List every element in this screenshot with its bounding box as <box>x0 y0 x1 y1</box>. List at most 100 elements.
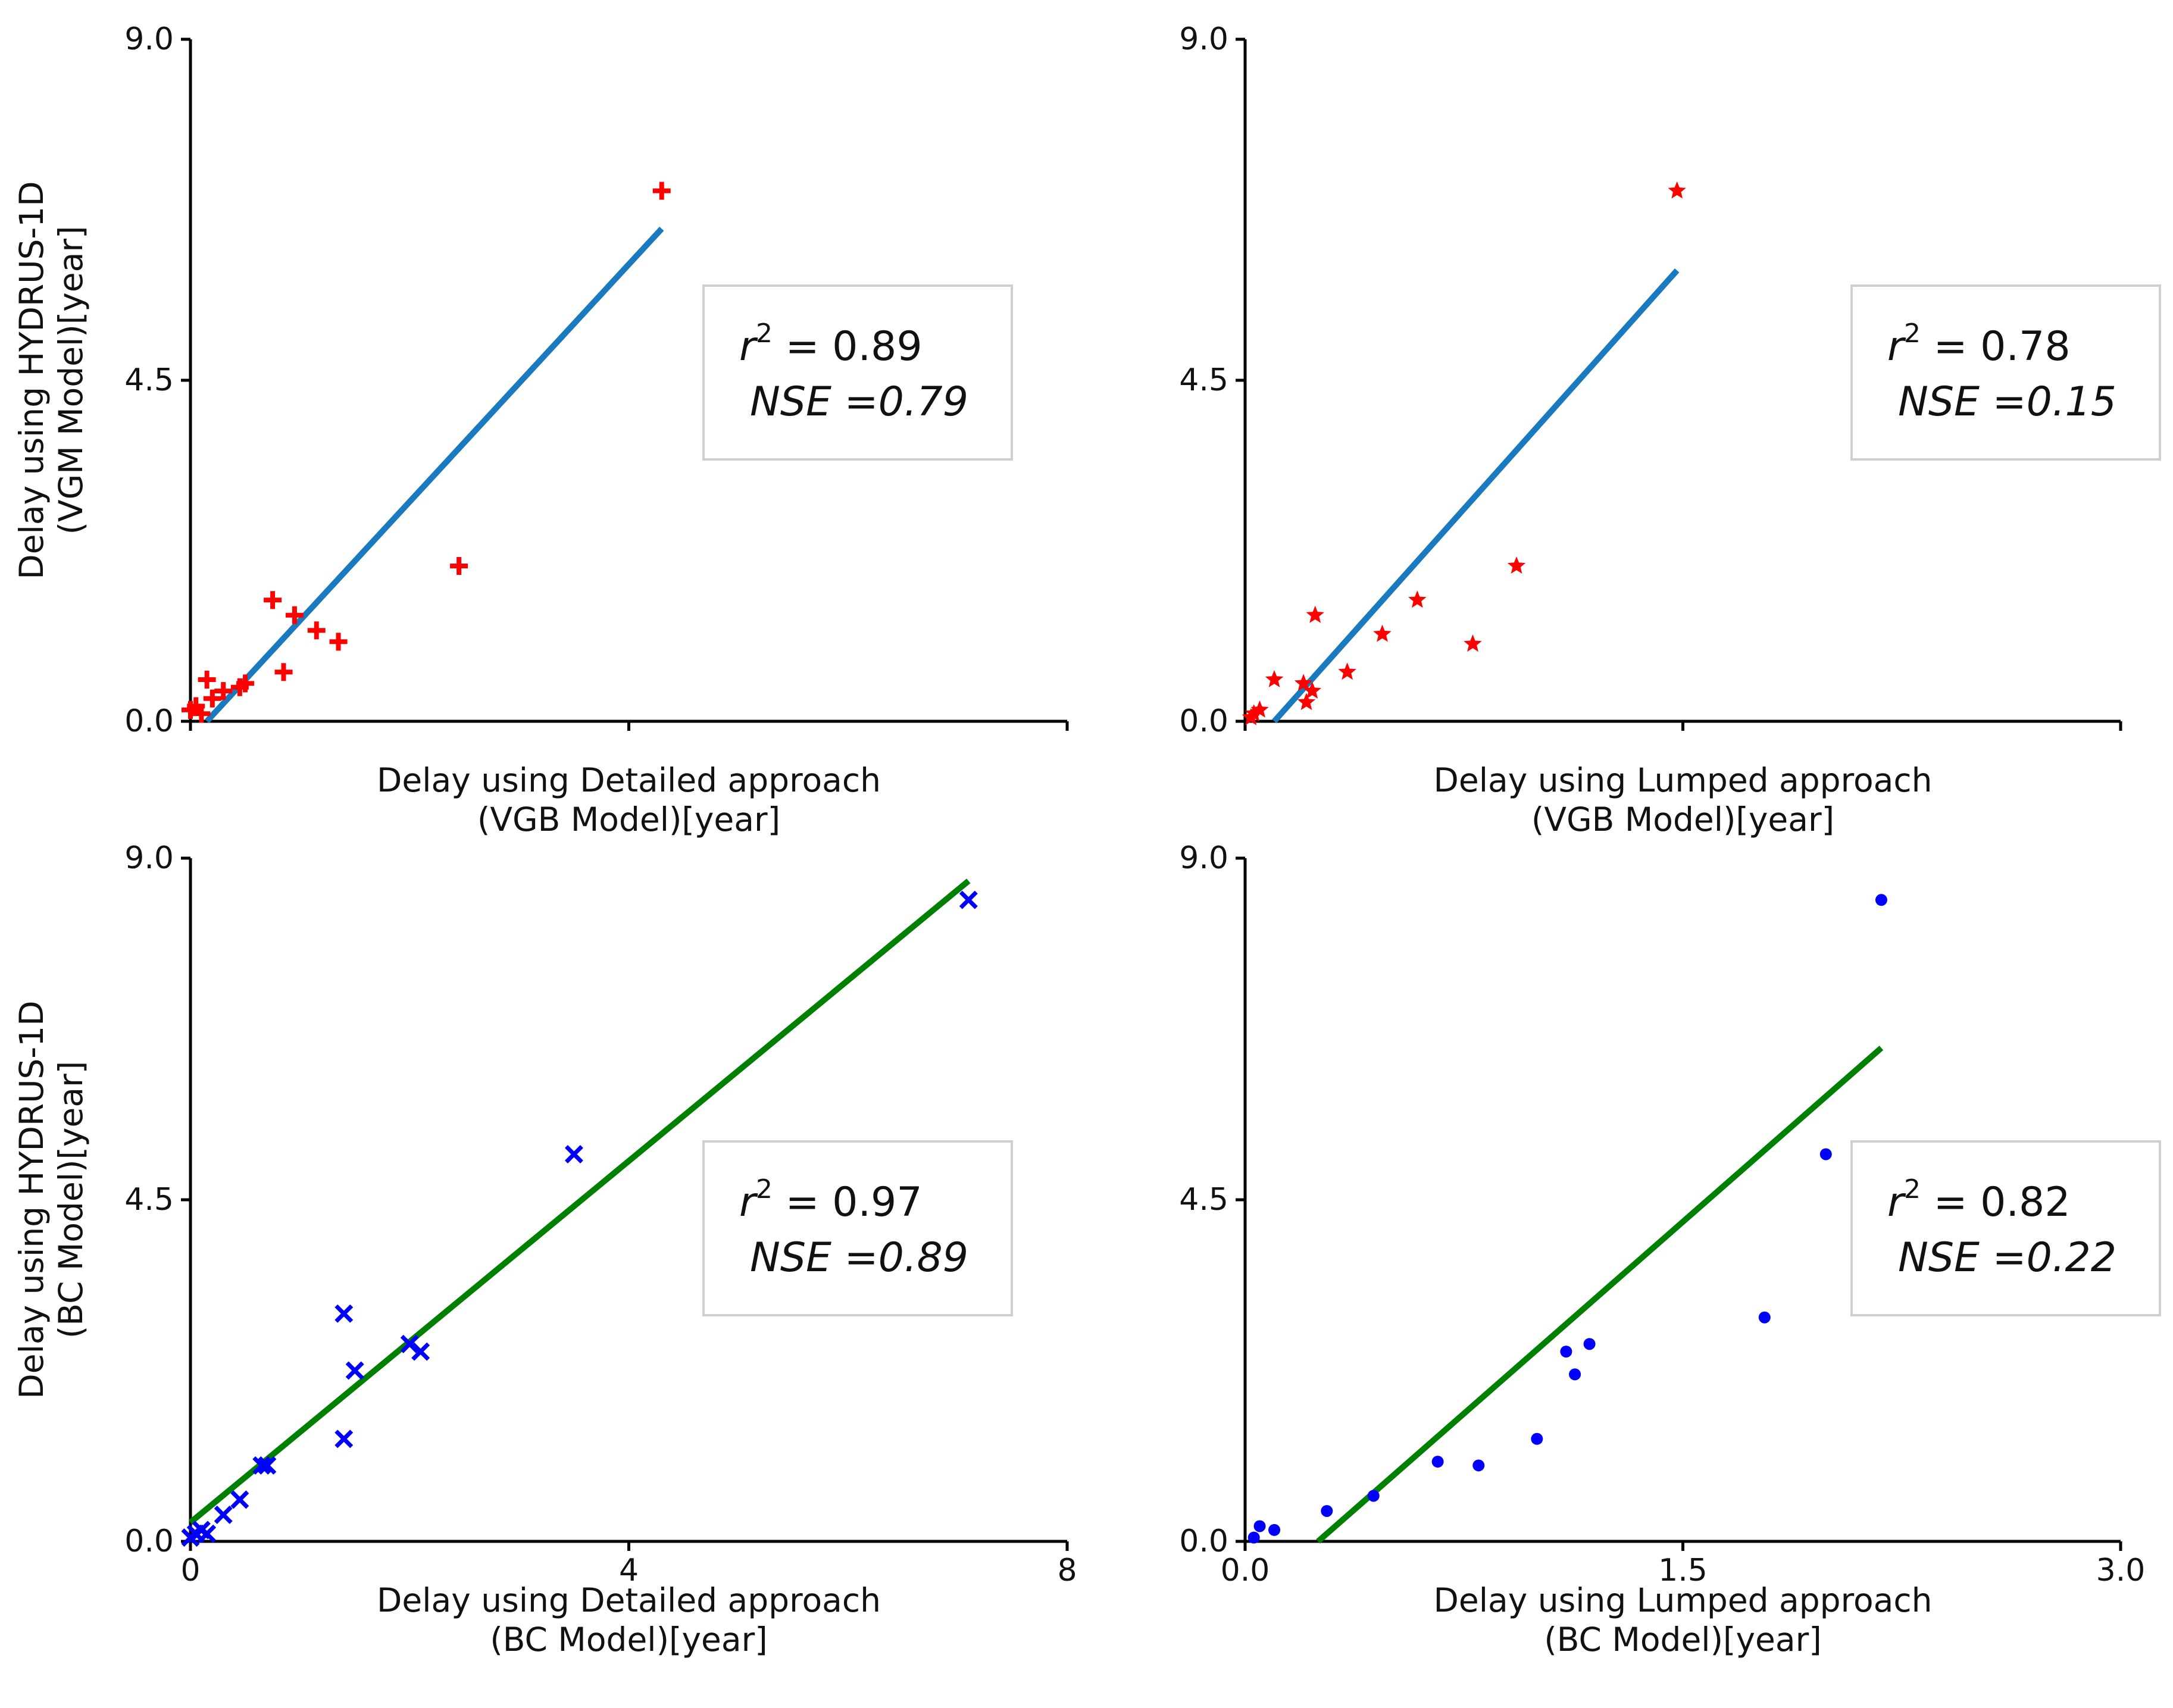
data-point <box>1408 590 1427 608</box>
nse-text: NSE =0.15 <box>1898 378 2116 426</box>
data-point <box>329 633 348 651</box>
x-tick-label: 1.5 <box>1658 1553 1708 1588</box>
r-squared-text: r2 = 0.82 <box>1887 1174 2071 1226</box>
x-tick-label: 4 <box>619 1553 639 1588</box>
nse-text: NSE =0.22 <box>1898 1234 2116 1281</box>
fit-line <box>188 878 971 1525</box>
y-tick-label: 4.5 <box>124 1182 174 1218</box>
data-point <box>1819 1148 1832 1160</box>
fit-line <box>204 226 664 724</box>
r-squared-text: r2 = 0.97 <box>739 1174 923 1226</box>
data-point <box>1373 624 1392 642</box>
data-point <box>1367 1490 1380 1502</box>
x-axis-label: (VGB Model)[year] <box>477 800 780 839</box>
data-point <box>1569 1368 1581 1381</box>
x-tick-label: 3.0 <box>2096 1553 2146 1588</box>
data-point <box>1583 1338 1596 1350</box>
data-point <box>192 705 211 723</box>
data-point <box>1507 556 1526 574</box>
y-tick-label: 0.0 <box>124 1524 174 1559</box>
data-point <box>236 674 255 693</box>
y-tick-label: 0.0 <box>124 703 174 739</box>
fit-line <box>1272 268 1680 724</box>
data-point <box>1758 1311 1771 1324</box>
data-point <box>564 1144 583 1163</box>
data-point <box>652 182 671 200</box>
x-axis-label: (BC Model)[year] <box>1544 1621 1821 1659</box>
data-point <box>959 890 978 909</box>
data-point <box>1294 674 1313 692</box>
stats-box: r2 = 0.89 NSE =0.79 <box>702 284 1013 461</box>
y-tick-label: 4.5 <box>1179 362 1228 398</box>
nse-text: NSE =0.89 <box>750 1234 968 1281</box>
data-point <box>1247 1531 1260 1544</box>
data-point <box>1531 1432 1543 1445</box>
data-point <box>1265 670 1284 687</box>
data-point <box>1431 1456 1444 1468</box>
data-point <box>203 689 221 708</box>
data-point <box>198 1524 217 1543</box>
y-tick-label: 9.0 <box>124 21 174 57</box>
y-tick-label: 0.0 <box>1179 703 1228 739</box>
x-tick-label: 0 <box>180 1553 200 1588</box>
y-tick-label: 0.0 <box>1179 1524 1228 1559</box>
data-point <box>1245 704 1263 722</box>
data-point <box>198 670 216 689</box>
data-point <box>1560 1346 1572 1358</box>
data-point <box>411 1342 430 1361</box>
data-point <box>285 606 304 624</box>
stats-box: r2 = 0.97 NSE =0.89 <box>702 1140 1013 1316</box>
data-point <box>334 1304 354 1323</box>
panel-bc-detailed: 0.0 4.5 9.0 0 4 8 Delay using Detailed approac… <box>12 840 1077 1659</box>
y-axis-label: (BC Model)[year] <box>52 1061 90 1338</box>
r-squared-text: r2 = 0.89 <box>739 318 923 370</box>
x-axis-label: Delay using Lumped approach <box>1434 761 1933 799</box>
stats-box: r2 = 0.82 NSE =0.22 <box>1850 1140 2161 1316</box>
data-point <box>1303 681 1321 699</box>
fit-line <box>1316 1046 1884 1544</box>
panel-vgm-lumped: 0.0 4.5 9.0 Delay using Lumped approach(VGB… <box>1179 21 2161 839</box>
x-axis-label: (BC Model)[year] <box>490 1621 767 1659</box>
stats-box-frame <box>702 284 1013 461</box>
data-point <box>230 1490 249 1509</box>
y-tick-label: 9.0 <box>1179 21 1228 57</box>
x-axis-label: Delay using Lumped approach <box>1434 1581 1933 1619</box>
data-point <box>1472 1459 1485 1472</box>
y-tick-label: 9.0 <box>124 840 174 876</box>
stats-box-frame <box>1850 1140 2161 1316</box>
y-axis-label: Delay using HYDRUS-1D <box>12 1000 51 1399</box>
data-point <box>264 591 282 609</box>
nse-text: NSE =0.79 <box>750 378 968 426</box>
x-axis-label: (VGB Model)[year] <box>1531 800 1834 839</box>
data-point <box>1875 894 1887 906</box>
y-axis-label: (VGM Model)[year] <box>52 226 90 535</box>
y-axis-label: Delay using HYDRUS-1D <box>12 181 51 579</box>
stats-box: r2 = 0.78 NSE =0.15 <box>1850 284 2161 461</box>
y-tick-label: 9.0 <box>1179 840 1228 876</box>
data-point <box>1338 662 1356 680</box>
data-point <box>1668 181 1686 199</box>
x-axis-label: Delay using Detailed approach <box>377 761 881 799</box>
x-tick-label: 0.0 <box>1221 1553 1270 1588</box>
data-point <box>214 682 233 700</box>
data-point <box>400 1334 419 1353</box>
data-point <box>214 1505 233 1524</box>
data-point <box>1321 1504 1333 1517</box>
data-point <box>252 1456 271 1475</box>
data-point <box>258 1456 277 1475</box>
data-point <box>1297 693 1316 711</box>
data-point <box>334 1429 354 1449</box>
data-point <box>1464 634 1482 652</box>
y-tick-label: 4.5 <box>124 362 174 398</box>
stats-box-frame <box>702 1140 1013 1316</box>
data-point <box>1250 700 1269 718</box>
y-tick-label: 4.5 <box>1179 1182 1228 1218</box>
data-point <box>1306 605 1324 623</box>
panel-bc-lumped: 0.0 4.5 9.0 0.0 1.5 3.0 Delay using Lumped app… <box>1179 840 2161 1659</box>
stats-box-frame <box>1850 284 2161 461</box>
data-point <box>274 663 293 681</box>
data-point <box>1253 1520 1266 1532</box>
data-point <box>450 556 468 575</box>
